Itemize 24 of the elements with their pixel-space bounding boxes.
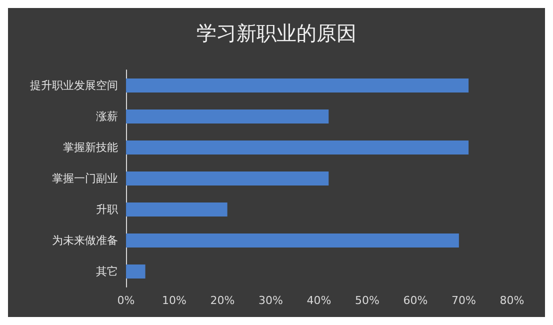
bar	[126, 202, 228, 216]
x-tick-label: 10%	[162, 294, 186, 307]
y-tick-label: 涨薪	[96, 110, 118, 123]
bar	[126, 110, 329, 124]
bar	[126, 140, 469, 154]
x-tick-label: 80%	[500, 294, 524, 307]
x-tick-label: 0%	[117, 294, 135, 307]
x-tick-label: 40%	[306, 294, 332, 307]
y-tick-label: 掌握新技能	[63, 141, 118, 154]
bar	[126, 234, 459, 248]
x-tick-label: 20%	[210, 294, 235, 307]
y-tick-label: 其它	[96, 265, 118, 278]
bar	[126, 78, 469, 92]
bar	[126, 172, 329, 186]
y-tick-label: 升职	[96, 203, 118, 216]
x-tick-label: 50%	[355, 294, 380, 307]
x-tick-label: 30%	[258, 294, 283, 307]
y-tick-label: 掌握一门副业	[52, 172, 118, 185]
y-tick-label: 为未来做准备	[52, 234, 118, 247]
y-tick-label: 提升职业发展空间	[30, 79, 118, 92]
bar	[126, 264, 146, 278]
x-tick-label: 70%	[452, 294, 476, 307]
chart-title: 学习新职业的原因	[196, 21, 356, 45]
x-tick-label: 60%	[403, 294, 428, 307]
